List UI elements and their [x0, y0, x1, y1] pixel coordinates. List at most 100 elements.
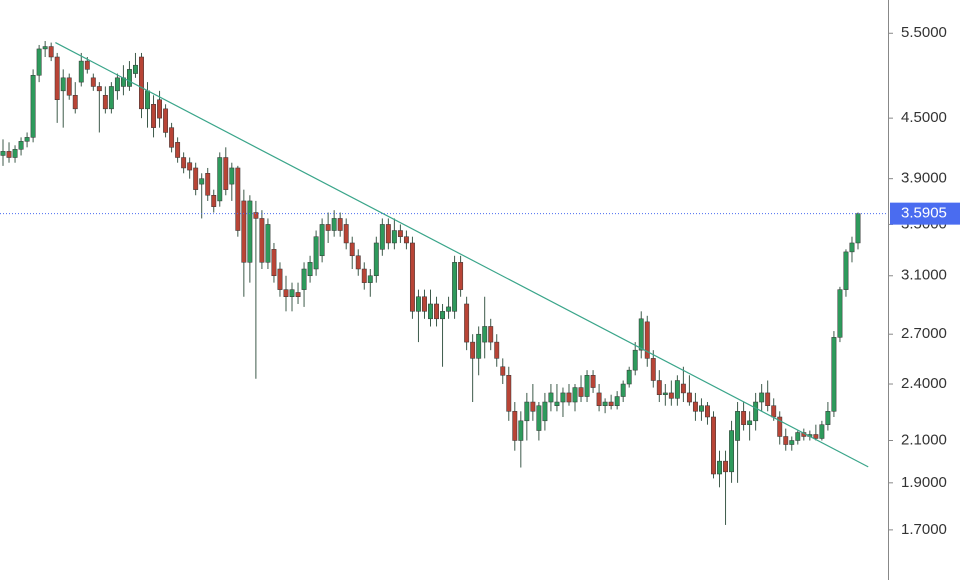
candle-body — [735, 411, 741, 441]
candle-body — [175, 142, 181, 158]
candle-body — [373, 242, 379, 277]
candle-body — [783, 436, 789, 445]
candle-body — [343, 224, 349, 244]
candle-body — [476, 333, 482, 359]
candle-body — [163, 108, 169, 133]
y-tick-label: 3.1000 — [901, 267, 947, 284]
candle-body — [409, 242, 415, 312]
candle-body — [54, 56, 60, 100]
candle-body — [114, 77, 120, 92]
candle-body — [494, 341, 500, 359]
candle-body — [295, 292, 301, 297]
candle-body — [699, 405, 704, 412]
candle-body — [283, 289, 289, 297]
y-tick-label: 4.5000 — [901, 109, 947, 126]
candle-body — [90, 77, 96, 87]
candle-body — [446, 306, 452, 312]
candle-body — [187, 162, 193, 171]
price-label-box — [890, 202, 960, 225]
candle-body — [512, 411, 518, 441]
candle-body — [632, 349, 638, 371]
candle-body — [470, 341, 476, 359]
candle-body — [169, 127, 175, 148]
candle-body — [30, 75, 36, 138]
candle-body — [705, 405, 710, 418]
candle-body — [223, 157, 229, 190]
candle-body — [42, 46, 48, 50]
candle-body — [542, 401, 548, 422]
candle-body — [78, 60, 84, 83]
candle-body — [692, 401, 698, 412]
y-tick-label: 2.4000 — [901, 375, 947, 392]
candle-body — [108, 86, 114, 110]
candle-body — [24, 137, 30, 142]
candle-body — [211, 195, 217, 207]
y-tick-label: 2.1000 — [901, 431, 947, 448]
candle-body — [488, 326, 494, 343]
candle-body — [277, 268, 283, 290]
candle-body — [0, 151, 6, 156]
candle-body — [313, 236, 319, 270]
candle-body — [759, 392, 765, 403]
candle-body — [554, 401, 560, 406]
candle-body — [578, 387, 584, 397]
candle-body — [422, 296, 427, 312]
candle-body — [440, 311, 445, 320]
candle-body — [217, 157, 223, 202]
candle-body — [662, 392, 668, 395]
candle-body — [789, 440, 795, 445]
candle-body — [626, 369, 632, 385]
candle-body — [500, 366, 506, 376]
candle-body — [145, 90, 150, 110]
candle-body — [397, 230, 403, 237]
candle-body — [102, 95, 108, 110]
candle-body — [151, 104, 156, 128]
candle-body — [181, 157, 187, 169]
candle-body — [723, 460, 728, 473]
candle-body — [199, 178, 205, 185]
candle-body — [747, 420, 753, 425]
candle-body — [849, 242, 855, 253]
candle-body — [843, 251, 849, 290]
candle-body — [813, 434, 819, 439]
candle-body — [753, 401, 759, 422]
candle-body — [536, 405, 542, 431]
candle-body — [656, 380, 662, 395]
candle-body — [271, 249, 277, 277]
candle-body — [819, 424, 825, 439]
candle-body — [367, 275, 373, 283]
candle-body — [765, 392, 771, 406]
candle-body — [464, 303, 470, 343]
candle-body — [416, 296, 421, 312]
candle-body — [638, 318, 644, 351]
candle-body — [506, 375, 512, 412]
candle-body — [644, 321, 650, 359]
candle-body — [596, 392, 602, 406]
candle-body — [307, 262, 313, 277]
candle-body — [133, 64, 138, 74]
candle-body — [66, 77, 72, 96]
candle-body — [668, 392, 674, 399]
candle-body — [157, 99, 162, 119]
candle-body — [674, 380, 680, 399]
candle-body — [741, 411, 747, 425]
candle-body — [825, 411, 831, 425]
candle-body — [458, 262, 464, 290]
candle-body — [608, 401, 614, 406]
candle-body — [60, 77, 66, 92]
candle-body — [259, 218, 265, 263]
y-tick-label: 1.9000 — [901, 474, 947, 491]
candle-body — [795, 432, 801, 441]
candle-body — [428, 303, 433, 320]
candle-body — [265, 224, 271, 263]
candle-body — [331, 218, 337, 231]
candle-body — [355, 255, 361, 270]
y-tick-label: 2.7000 — [901, 325, 947, 342]
candle-body — [391, 230, 397, 244]
candle-body — [325, 224, 331, 231]
candle-body — [379, 224, 385, 250]
candle-body — [337, 218, 343, 231]
candle-body — [289, 289, 295, 297]
candle-body — [482, 326, 488, 343]
